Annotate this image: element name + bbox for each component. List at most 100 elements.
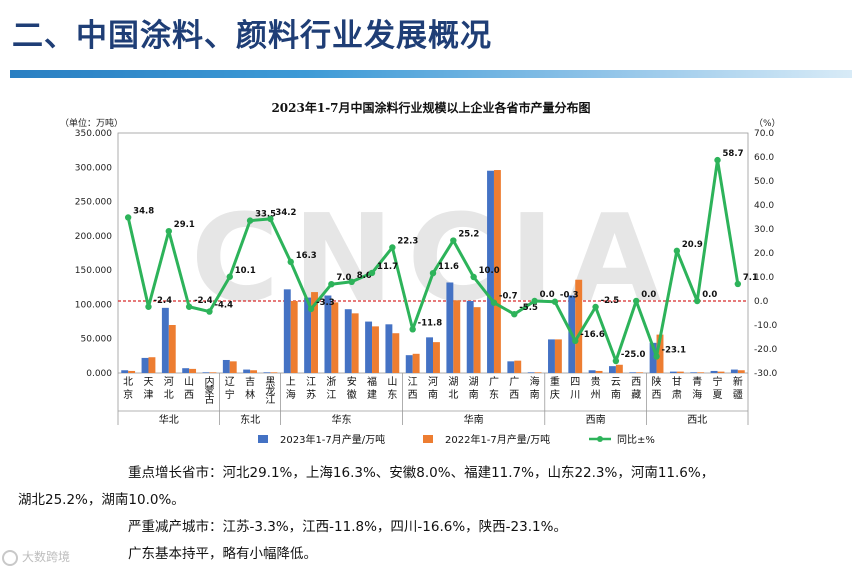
bar-2023 <box>669 371 677 373</box>
bar-2022 <box>554 339 562 373</box>
y2-tick-label: 30.0 <box>754 225 774 235</box>
watermark-logo: 大数跨境 <box>2 548 70 566</box>
bar-2022 <box>412 353 420 373</box>
bar-2023 <box>649 342 657 373</box>
slide-title: 二、中国涂料、颜料行业发展概况 <box>12 18 492 54</box>
yoy-data-label: 22.3 <box>397 236 418 246</box>
legend-label: 2022年1-7月产量/万吨 <box>445 433 550 446</box>
yoy-data-label: 10.1 <box>235 266 256 276</box>
bar-2022 <box>331 302 339 373</box>
bar-2023 <box>588 370 596 373</box>
x-tick-label: 广西 <box>509 376 519 401</box>
bar-2023 <box>426 337 433 373</box>
bar-2023 <box>304 297 312 373</box>
bar-2022 <box>575 279 583 373</box>
yoy-point <box>328 281 335 288</box>
bar-2022 <box>473 307 481 373</box>
bar-2022 <box>229 361 237 373</box>
x-tick-label: 浙江 <box>326 376 336 401</box>
yoy-point <box>246 217 254 224</box>
bar-2023 <box>527 372 535 373</box>
x-tick-label: 重庆 <box>550 375 560 401</box>
yoy-data-label: -4.4 <box>214 301 233 311</box>
bar-2022 <box>290 301 298 373</box>
legend-swatch <box>258 435 268 443</box>
bar-2023 <box>405 355 413 373</box>
y2-tick-label: 70.0 <box>754 129 774 139</box>
watermark-ring-icon <box>2 549 18 566</box>
note-guangdong: 广东基本持平，略有小幅降低。 <box>128 546 317 562</box>
yoy-data-label: -5.5 <box>519 303 538 313</box>
yoy-data-label: 0.0 <box>540 290 555 300</box>
x-tick-label: 海南 <box>530 375 540 401</box>
bar-2023 <box>324 295 332 373</box>
yoy-point <box>612 357 620 365</box>
x-tick-label: 江苏 <box>306 376 316 401</box>
watermark-text: 大数跨境 <box>22 550 71 564</box>
x-tick-label: 山西 <box>184 376 194 401</box>
y2-tick-label: 0.0 <box>754 297 769 307</box>
bar-2022 <box>209 372 217 373</box>
y2-tick-label: 20.0 <box>754 249 774 259</box>
bar-2023 <box>466 301 474 373</box>
yoy-point <box>734 280 742 288</box>
bar-2023 <box>121 370 129 373</box>
y2-tick-label: -10.0 <box>754 321 778 331</box>
bar-2023 <box>710 370 718 373</box>
bar-2023 <box>202 372 210 373</box>
y-tick-label: 200.000 <box>75 232 112 242</box>
y-tick-label: 150.000 <box>75 266 112 276</box>
production-chart: CNCIA 0.000 50.000 100.000 150.000 200.000 250… <box>75 129 778 446</box>
bar-2023 <box>446 282 454 373</box>
y-tick-label: 300.000 <box>75 163 112 173</box>
x-tick-label: 新疆 <box>733 375 743 401</box>
yoy-data-label: 7.1 <box>743 273 758 283</box>
bar-2023 <box>141 357 149 373</box>
yoy-data-label: 7.0 <box>336 273 351 283</box>
yoy-point <box>165 227 173 235</box>
yoy-point <box>348 278 355 285</box>
bar-2022 <box>656 334 664 373</box>
bar-2023 <box>385 324 393 373</box>
legend-swatch <box>423 435 433 443</box>
legend-label: 2023年1-7月产量/万吨 <box>280 433 385 446</box>
bar-2023 <box>243 369 251 373</box>
yoy-point <box>267 215 274 223</box>
yoy-point <box>673 247 681 255</box>
bar-2023 <box>263 372 271 373</box>
region-label: 西南 <box>586 413 606 426</box>
yoy-data-label: 10.0 <box>479 266 500 276</box>
yoy-data-label: 29.1 <box>174 220 195 230</box>
bar-2022 <box>148 357 156 373</box>
yoy-data-label: 58.7 <box>723 149 744 159</box>
x-tick-label: 宁夏 <box>713 375 723 401</box>
yoy-data-label: 8.0 <box>357 271 372 281</box>
note-decline: 严重减产城市：江苏-3.3%，江西-11.8%，四川-16.6%，陕西-23.1… <box>128 519 567 535</box>
region-label: 西北 <box>687 414 707 426</box>
bar-2023 <box>365 321 373 373</box>
region-label: 华南 <box>464 413 484 426</box>
yoy-point <box>206 308 213 315</box>
yoy-data-label: -2.4 <box>194 296 213 306</box>
yoy-point <box>693 297 701 305</box>
bar-2022 <box>636 372 644 373</box>
bar-2022 <box>168 325 176 373</box>
yoy-point <box>470 273 477 281</box>
yoy-data-label: 34.2 <box>275 208 296 218</box>
yoy-point <box>714 156 721 164</box>
x-tick-label: 内蒙古 <box>204 375 214 406</box>
y-tick-label: 250.000 <box>75 198 112 208</box>
x-tick-label: 湖南 <box>469 376 479 401</box>
bar-2022 <box>717 371 725 373</box>
x-tick-label: 吉林 <box>245 376 255 401</box>
y-tick-label: 50.000 <box>81 335 113 345</box>
bar-2023 <box>730 369 738 373</box>
yoy-point <box>287 258 294 266</box>
note-growth-cont: 湖北25.2%，湖南10.0%。 <box>18 492 185 508</box>
x-tick-label: 福建 <box>367 375 377 401</box>
bar-2023 <box>548 339 555 373</box>
bar-2022 <box>351 313 359 373</box>
y2-tick-label: 50.0 <box>754 177 774 187</box>
x-tick-label: 黑龙江 <box>265 376 275 406</box>
yoy-point <box>368 269 376 277</box>
